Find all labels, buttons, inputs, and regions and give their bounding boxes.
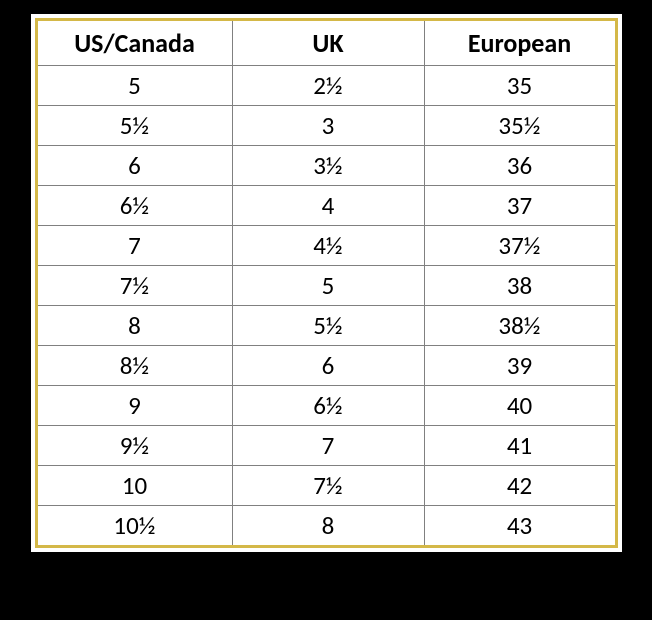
cell-eu: 35: [424, 66, 616, 106]
table-header-row: US/Canada UK European: [36, 20, 616, 66]
cell-uk: 8: [232, 506, 424, 547]
table-row: 9½ 7 41: [36, 426, 616, 466]
cell-eu: 37½: [424, 226, 616, 266]
column-header-european: European: [424, 20, 616, 66]
cell-us: 9: [36, 386, 232, 426]
column-header-uk: UK: [232, 20, 424, 66]
table-row: 8½ 6 39: [36, 346, 616, 386]
cell-eu: 38½: [424, 306, 616, 346]
cell-eu: 41: [424, 426, 616, 466]
cell-eu: 42: [424, 466, 616, 506]
table-row: 6 3½ 36: [36, 146, 616, 186]
cell-uk: 2½: [232, 66, 424, 106]
table-row: 5½ 3 35½: [36, 106, 616, 146]
table-row: 10 7½ 42: [36, 466, 616, 506]
cell-uk: 3: [232, 106, 424, 146]
table-row: 5 2½ 35: [36, 66, 616, 106]
table-row: 10½ 8 43: [36, 506, 616, 547]
cell-eu: 38: [424, 266, 616, 306]
cell-uk: 7: [232, 426, 424, 466]
cell-us: 6: [36, 146, 232, 186]
cell-uk: 4: [232, 186, 424, 226]
cell-us: 7½: [36, 266, 232, 306]
cell-uk: 6: [232, 346, 424, 386]
table-row: 7 4½ 37½: [36, 226, 616, 266]
cell-uk: 4½: [232, 226, 424, 266]
cell-us: 8: [36, 306, 232, 346]
cell-eu: 40: [424, 386, 616, 426]
table-row: 6½ 4 37: [36, 186, 616, 226]
cell-us: 8½: [36, 346, 232, 386]
cell-us: 9½: [36, 426, 232, 466]
cell-uk: 5½: [232, 306, 424, 346]
cell-us: 7: [36, 226, 232, 266]
cell-eu: 35½: [424, 106, 616, 146]
cell-us: 10½: [36, 506, 232, 547]
size-conversion-table-wrapper: US/Canada UK European 5 2½ 35 5½ 3 35½ 6…: [31, 14, 622, 552]
cell-us: 5: [36, 66, 232, 106]
cell-uk: 5: [232, 266, 424, 306]
cell-us: 6½: [36, 186, 232, 226]
size-conversion-table: US/Canada UK European 5 2½ 35 5½ 3 35½ 6…: [35, 18, 618, 548]
table-row: 9 6½ 40: [36, 386, 616, 426]
table-row: 8 5½ 38½: [36, 306, 616, 346]
cell-uk: 7½: [232, 466, 424, 506]
cell-us: 5½: [36, 106, 232, 146]
cell-eu: 43: [424, 506, 616, 547]
table-body: 5 2½ 35 5½ 3 35½ 6 3½ 36 6½ 4 37 7 4½: [36, 66, 616, 547]
column-header-us-canada: US/Canada: [36, 20, 232, 66]
cell-us: 10: [36, 466, 232, 506]
cell-eu: 39: [424, 346, 616, 386]
cell-eu: 36: [424, 146, 616, 186]
cell-eu: 37: [424, 186, 616, 226]
table-row: 7½ 5 38: [36, 266, 616, 306]
cell-uk: 6½: [232, 386, 424, 426]
cell-uk: 3½: [232, 146, 424, 186]
